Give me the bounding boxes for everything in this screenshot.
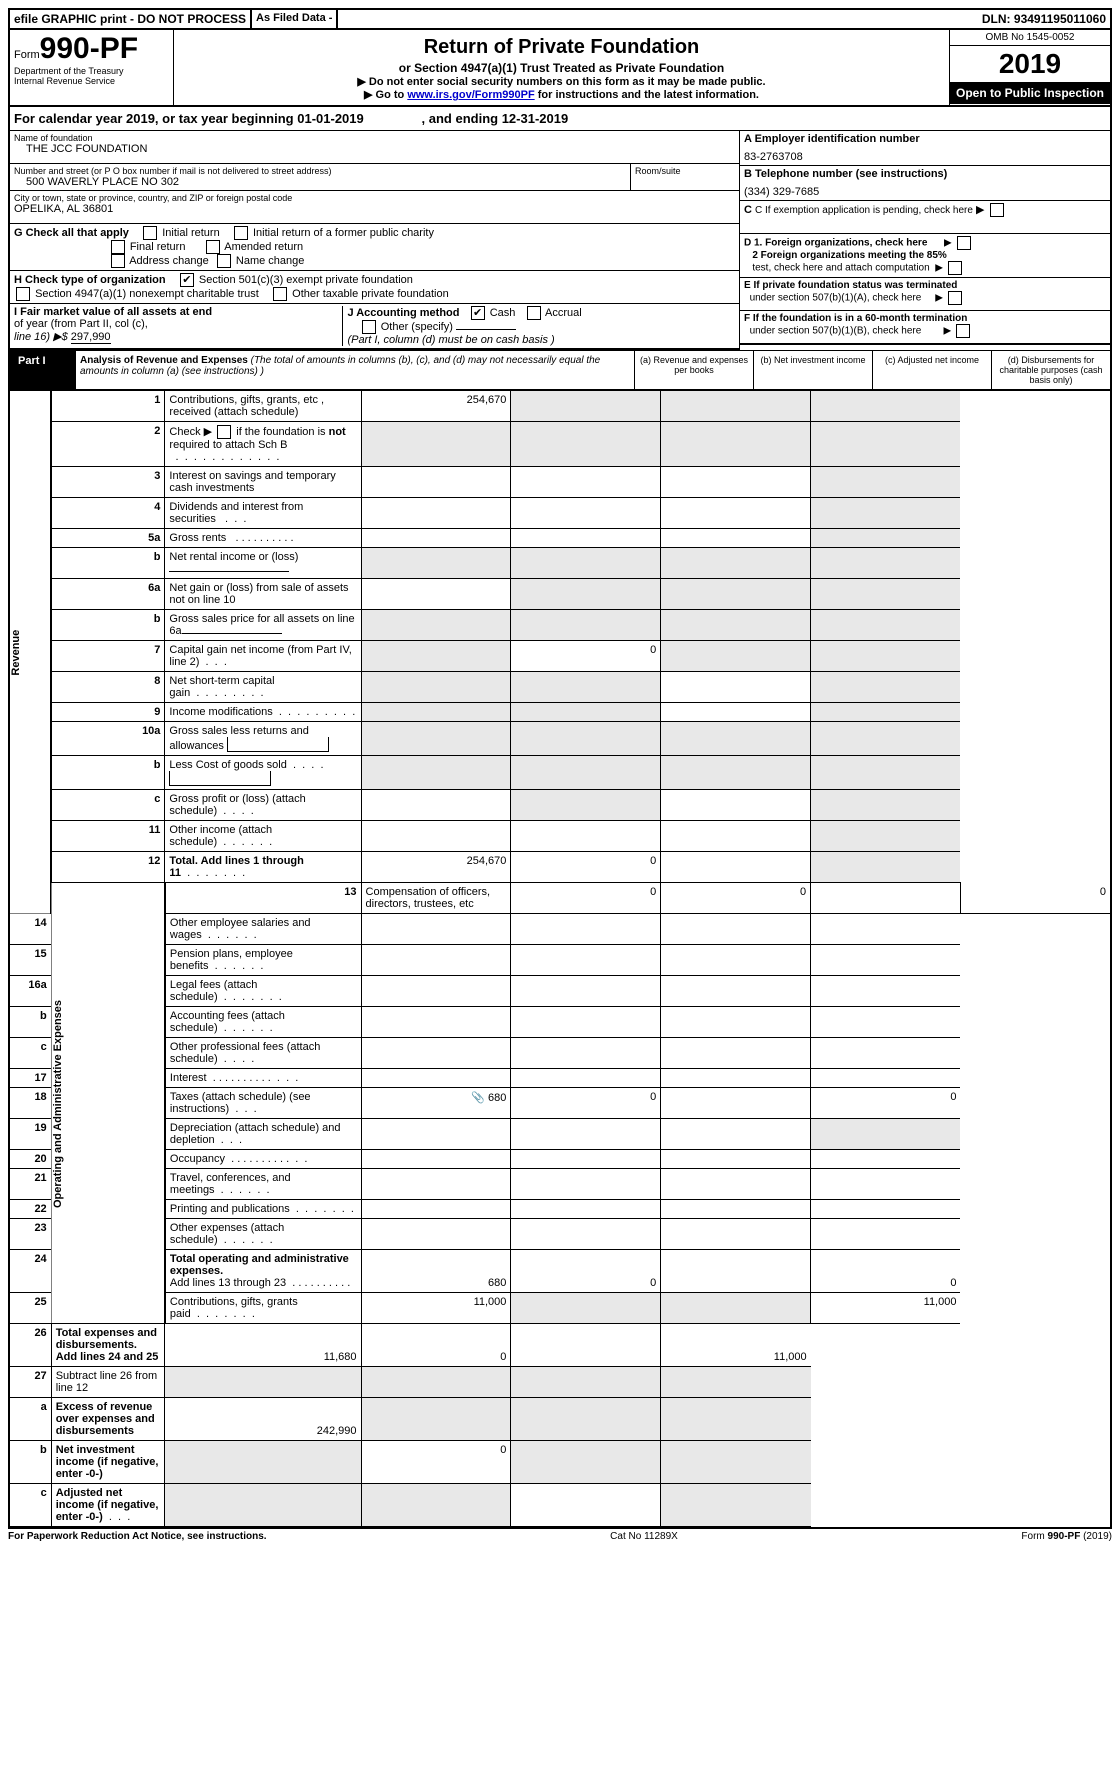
checkbox[interactable] bbox=[527, 306, 541, 320]
city-cell: City or town, state or province, country… bbox=[10, 191, 739, 224]
checkbox-checked[interactable]: ✔ bbox=[180, 273, 194, 287]
table-row: 25Contributions, gifts, grants paid . . … bbox=[9, 1293, 1111, 1324]
col-a-head: (a) Revenue and expenses per books bbox=[635, 351, 754, 389]
form-id-block: Form990-PF Department of the Treasury In… bbox=[10, 30, 174, 105]
table-row: 12Total. Add lines 1 through 11 . . . . … bbox=[9, 852, 1111, 883]
checkbox[interactable] bbox=[990, 203, 1004, 217]
table-row: 14Other employee salaries and wages . . … bbox=[9, 914, 1111, 945]
revenue-side-label: Revenue bbox=[9, 391, 51, 914]
table-row: 9Income modifications . . . . . . . . . bbox=[9, 703, 1111, 722]
checkbox[interactable] bbox=[948, 261, 962, 275]
table-row: 6aNet gain or (loss) from sale of assets… bbox=[9, 579, 1111, 610]
table-row: cAdjusted net income (if negative, enter… bbox=[9, 1484, 1111, 1527]
checkbox[interactable] bbox=[217, 254, 231, 268]
table-row: bGross sales price for all assets on lin… bbox=[9, 610, 1111, 641]
c-cell: C C If exemption application is pending,… bbox=[740, 201, 1110, 234]
top-bar: efile GRAPHIC print - DO NOT PROCESS As … bbox=[8, 8, 1112, 30]
table-row: 8Net short-term capital gain . . . . . .… bbox=[9, 672, 1111, 703]
part-1-table: Revenue 1Contributions, gifts, grants, e… bbox=[8, 391, 1112, 1527]
checkbox[interactable] bbox=[948, 291, 962, 305]
table-row: 21Travel, conferences, and meetings . . … bbox=[9, 1169, 1111, 1200]
table-row: bAccounting fees (attach schedule) . . .… bbox=[9, 1007, 1111, 1038]
table-row: 24Total operating and administrative exp… bbox=[9, 1250, 1111, 1293]
year-block: OMB No 1545-0052 2019 Open to Public Ins… bbox=[949, 30, 1110, 105]
col-b-head: (b) Net investment income bbox=[754, 351, 873, 389]
tax-year: 2019 bbox=[950, 46, 1110, 82]
checkbox[interactable] bbox=[143, 226, 157, 240]
table-row: 26Total expenses and disbursements. Add … bbox=[9, 1324, 1111, 1367]
checkbox[interactable] bbox=[273, 287, 287, 301]
f-cell: F If the foundation is in a 60-month ter… bbox=[740, 311, 1110, 345]
open-inspection: Open to Public Inspection bbox=[950, 82, 1110, 104]
goto-note: ▶ Go to www.irs.gov/Form990PF for instru… bbox=[178, 88, 945, 101]
table-row: 2Check ▶ if the foundation is not requir… bbox=[9, 422, 1111, 467]
table-row: 17Interest . . . . . . . . . . . . . bbox=[9, 1069, 1111, 1088]
table-row: 15Pension plans, employee benefits . . .… bbox=[9, 945, 1111, 976]
calendar-year-row: For calendar year 2019, or tax year begi… bbox=[8, 107, 1112, 131]
part-1-header: Part I Analysis of Revenue and Expenses … bbox=[8, 350, 1112, 391]
table-row: 16aLegal fees (attach schedule) . . . . … bbox=[9, 976, 1111, 1007]
form-header: Form990-PF Department of the Treasury In… bbox=[8, 30, 1112, 107]
table-row: 19Depreciation (attach schedule) and dep… bbox=[9, 1119, 1111, 1150]
table-row: 23Other expenses (attach schedule) . . .… bbox=[9, 1219, 1111, 1250]
table-row: 10aGross sales less returns and allowanc… bbox=[9, 722, 1111, 756]
ein-cell: A Employer identification number 83-2763… bbox=[740, 131, 1110, 166]
g-check-row: G Check all that apply Initial return In… bbox=[10, 224, 739, 271]
i-j-row: I Fair market value of all assets at end… bbox=[10, 304, 739, 350]
table-row: aExcess of revenue over expenses and dis… bbox=[9, 1398, 1111, 1441]
form-number: Form990-PF bbox=[14, 32, 169, 66]
checkbox[interactable] bbox=[206, 240, 220, 254]
table-row: Revenue 1Contributions, gifts, grants, e… bbox=[9, 391, 1111, 422]
checkbox[interactable] bbox=[217, 425, 231, 439]
table-row: 4Dividends and interest from securities … bbox=[9, 498, 1111, 529]
checkbox[interactable] bbox=[16, 287, 30, 301]
checkbox[interactable] bbox=[111, 254, 125, 268]
table-row: 3Interest on savings and temporary cash … bbox=[9, 467, 1111, 498]
address-row: Number and street (or P O box number if … bbox=[10, 164, 739, 191]
checkbox[interactable] bbox=[234, 226, 248, 240]
checkbox[interactable] bbox=[956, 324, 970, 338]
checkbox[interactable] bbox=[957, 236, 971, 250]
irs-link[interactable]: www.irs.gov/Form990PF bbox=[407, 89, 534, 101]
table-row: 22Printing and publications . . . . . . … bbox=[9, 1200, 1111, 1219]
foundation-name-cell: Name of foundation THE JCC FOUNDATION bbox=[10, 131, 739, 164]
checkbox-checked[interactable]: ✔ bbox=[471, 306, 485, 320]
h-check-row: H Check type of organization ✔ Section 5… bbox=[10, 271, 739, 304]
page-footer: For Paperwork Reduction Act Notice, see … bbox=[8, 1527, 1112, 1542]
table-row: cOther professional fees (attach schedul… bbox=[9, 1038, 1111, 1069]
dln: DLN: 93491195011060 bbox=[978, 10, 1110, 28]
table-row: Operating and Administrative Expenses 13… bbox=[9, 883, 1111, 914]
part-desc: Analysis of Revenue and Expenses (The to… bbox=[76, 351, 635, 389]
table-row: bLess Cost of goods sold . . . . bbox=[9, 756, 1111, 790]
tel-cell: B Telephone number (see instructions) (3… bbox=[740, 166, 1110, 201]
form-title: Return of Private Foundation bbox=[178, 36, 945, 59]
d-cell: D 1. Foreign organizations, check here ▶… bbox=[740, 234, 1110, 278]
form-title-block: Return of Private Foundation or Section … bbox=[174, 30, 949, 105]
table-row: 7Capital gain net income (from Part IV, … bbox=[9, 641, 1111, 672]
table-row: 11Other income (attach schedule) . . . .… bbox=[9, 821, 1111, 852]
checkbox[interactable] bbox=[111, 240, 125, 254]
table-row: 18Taxes (attach schedule) (see instructi… bbox=[9, 1088, 1111, 1119]
table-row: 27Subtract line 26 from line 12 bbox=[9, 1367, 1111, 1398]
checkbox[interactable] bbox=[362, 320, 376, 334]
table-row: cGross profit or (loss) (attach schedule… bbox=[9, 790, 1111, 821]
table-row: bNet investment income (if negative, ent… bbox=[9, 1441, 1111, 1484]
entity-info: Name of foundation THE JCC FOUNDATION Nu… bbox=[8, 131, 1112, 350]
col-c-head: (c) Adjusted net income bbox=[873, 351, 992, 389]
ssn-note: ▶ Do not enter social security numbers o… bbox=[178, 75, 945, 88]
part-label: Part I bbox=[10, 351, 76, 389]
dept-treasury: Department of the Treasury bbox=[14, 66, 169, 76]
table-row: 5aGross rents . . . . . . . . . . bbox=[9, 529, 1111, 548]
col-d-head: (d) Disbursements for charitable purpose… bbox=[992, 351, 1110, 389]
form-subtitle: or Section 4947(a)(1) Trust Treated as P… bbox=[178, 61, 945, 75]
table-row: 20Occupancy . . . . . . . . . . . . bbox=[9, 1150, 1111, 1169]
efile-notice: efile GRAPHIC print - DO NOT PROCESS bbox=[10, 10, 252, 28]
e-cell: E If private foundation status was termi… bbox=[740, 278, 1110, 311]
dept-irs: Internal Revenue Service bbox=[14, 76, 169, 86]
table-row: bNet rental income or (loss) bbox=[9, 548, 1111, 579]
omb-no: OMB No 1545-0052 bbox=[950, 30, 1110, 46]
expenses-side-label: Operating and Administrative Expenses bbox=[51, 883, 165, 1324]
as-filed: As Filed Data - bbox=[252, 10, 338, 28]
